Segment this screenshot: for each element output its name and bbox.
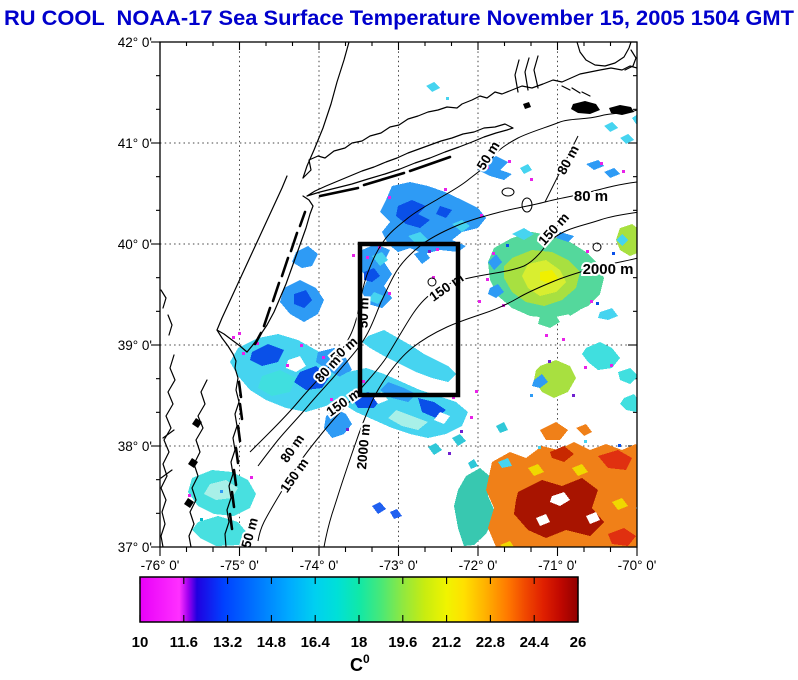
colorbar-tick-label: 19.6 bbox=[388, 634, 417, 651]
sst-patch-right-mid-scattered bbox=[530, 224, 637, 412]
y-tick-label: 41° 0' bbox=[118, 136, 152, 151]
y-tick-label: 40° 0' bbox=[118, 237, 152, 252]
bathymetry-contours bbox=[249, 109, 637, 547]
contour-label: 50 m bbox=[238, 516, 260, 550]
colorbar-tick-label: 18 bbox=[351, 634, 368, 651]
sst-patch-nj-coastal-cold bbox=[230, 246, 354, 412]
contour-label: 2000 m bbox=[354, 423, 373, 470]
x-tick-label: -73° 0' bbox=[379, 558, 418, 573]
colorbar: 10 11.6 13.2 14.8 16.4 18 19.6 21.2 22.8… bbox=[132, 576, 587, 675]
colorbar-tick-label: 26 bbox=[570, 634, 587, 651]
colorbar-tick-label: 14.8 bbox=[257, 634, 286, 651]
sst-patch-bottom-specks bbox=[372, 390, 508, 519]
colorbar-tick-label: 22.8 bbox=[476, 634, 505, 651]
x-tick-label: -72° 0' bbox=[459, 558, 498, 573]
sst-patch-gulf-stream-warm bbox=[454, 422, 637, 547]
x-tick-label: -74° 0' bbox=[300, 558, 339, 573]
y-tick-label: 37° 0' bbox=[118, 540, 152, 555]
contour-label: 150 m bbox=[426, 270, 466, 304]
x-tick-label: -76° 0' bbox=[141, 558, 180, 573]
x-axis-labels: -76° 0' -75° 0' -74° 0' -73° 0' -72° 0' … bbox=[141, 558, 657, 573]
colorbar-tick-label: 10 bbox=[132, 634, 149, 651]
contour-label: 2000 m bbox=[583, 261, 634, 278]
sst-patch-ny-bight-cold bbox=[380, 156, 532, 254]
colorbar-tick-label: 16.4 bbox=[301, 634, 331, 651]
colorbar-tick-label: 11.6 bbox=[170, 634, 198, 651]
colorbar-unit-label: C0 bbox=[350, 652, 370, 675]
y-tick-label: 38° 0' bbox=[118, 439, 152, 454]
colorbar-tick-label: 21.2 bbox=[432, 634, 461, 651]
colorbar-tick-label: 13.2 bbox=[213, 634, 242, 651]
sst-patch-warm-eddy bbox=[486, 228, 604, 328]
contour-label: 80 m bbox=[554, 143, 582, 177]
colorbar-tick-labels: 10 11.6 13.2 14.8 16.4 18 19.6 21.2 22.8… bbox=[132, 634, 587, 651]
contour-label: 80 m bbox=[574, 188, 608, 205]
x-tick-label: -70° 0' bbox=[618, 558, 657, 573]
sst-patch-northeast-specks bbox=[426, 82, 637, 181]
contour-label: 150 m bbox=[277, 455, 311, 495]
sst-scattered-magenta-specks bbox=[286, 254, 593, 367]
x-tick-label: -75° 0' bbox=[220, 558, 259, 573]
y-tick-label: 39° 0' bbox=[118, 338, 152, 353]
figure-title: RU COOL NOAA-17 Sea Surface Temperature … bbox=[4, 6, 794, 30]
sst-patch-delmarva-offshore bbox=[188, 470, 256, 546]
study-area-box bbox=[357, 241, 461, 398]
x-tick-label: -71° 0' bbox=[538, 558, 577, 573]
colorbar-tick-label: 24.4 bbox=[520, 634, 550, 651]
colorbar-ticks bbox=[139, 577, 579, 622]
map-frame bbox=[159, 41, 638, 548]
y-axis-labels: 42° 0' 41° 0' 40° 0' 39° 0' 38° 0' 37° 0… bbox=[118, 35, 152, 555]
coastline bbox=[160, 42, 637, 547]
y-tick-label: 42° 0' bbox=[118, 35, 152, 50]
